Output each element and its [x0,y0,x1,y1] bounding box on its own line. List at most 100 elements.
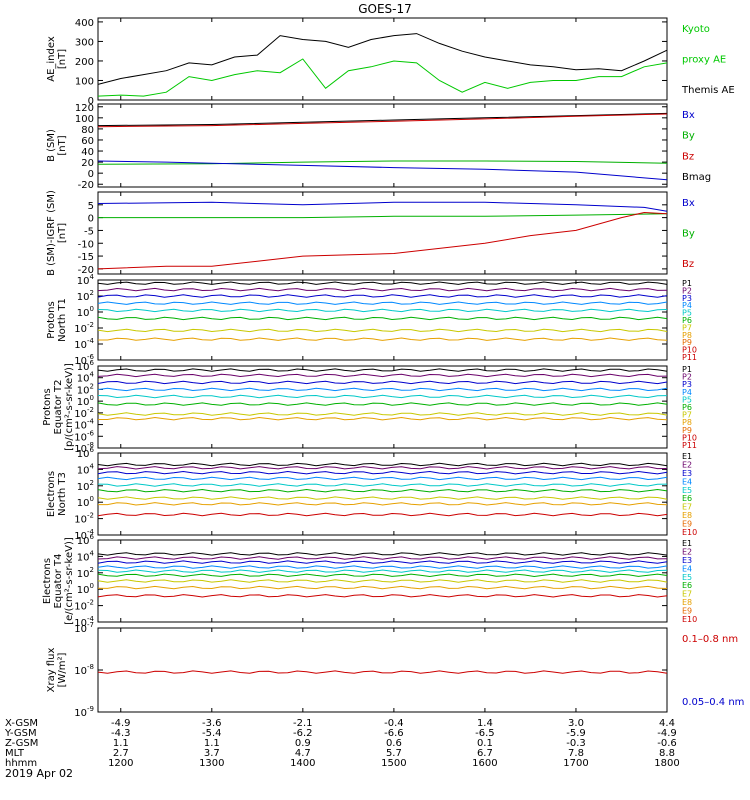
series-line [97,579,668,583]
series-line [97,402,668,406]
series-line [97,301,668,305]
series-line [97,573,668,578]
y-tick-label: 120 [75,103,94,114]
y-axis-label: Equator T2 [53,380,64,435]
orbit-value: 1600 [472,758,497,769]
orbit-value: -0.3 [566,738,586,749]
y-axis-label: Equator T4 [53,554,64,609]
orbit-value: 1.4 [477,718,493,729]
series-line [97,512,668,517]
series-line [97,33,668,85]
legend-entry: E9 [682,607,692,616]
series-line [97,552,668,556]
legend-entry: P8 [682,331,692,340]
y-tick-label: -20 [78,265,94,276]
y-axis-label: Protons [46,301,57,338]
orbit-row-label: Y-GSM [4,728,37,739]
legend-entry: E3 [682,556,692,565]
series-line [97,281,668,285]
series-line [97,328,668,333]
y-tick-label: 80 [81,125,94,136]
legend-entry: E5 [682,486,692,495]
orbit-value: 8.8 [659,748,675,759]
y-tick-label: 200 [75,57,94,68]
legend-entry: P3 [682,294,692,303]
series-line [97,201,668,212]
orbit-value: 1500 [381,758,406,769]
orbit-value: -0.6 [657,738,677,749]
orbit-value: 7.8 [568,748,584,759]
series-line [97,585,668,590]
legend-entry: Bz [682,151,694,162]
y-axis-label: Electrons [42,558,53,604]
orbit-value: 5.7 [386,748,402,759]
legend-entry: E6 [682,494,692,503]
series-line [97,160,668,165]
orbit-value: -4.9 [111,718,131,729]
series-line [97,496,668,500]
orbit-value: 6.7 [477,748,493,759]
legend-entry: P4 [682,388,692,397]
y-tick-label: 5 [88,201,94,212]
legend-entry: P3 [682,380,692,389]
panel-bdiff: -20 -15 -10 -50 5 B (SM)-IGRF (SM) [nT] Bx By Bz [46,190,695,276]
y-axis-label: [nT] [57,49,68,69]
series-line [97,569,668,573]
y-tick-label: 300 [75,37,94,48]
y-axis-label: [p/(cm²-s-sr-keV)] [64,363,75,451]
orbit-value: 1800 [654,758,679,769]
y-axis-label: B (SM) [46,129,57,162]
legend-entry: E3 [682,469,692,478]
series-line [97,470,668,475]
orbit-value: -2.1 [293,718,313,729]
series-line [97,160,668,181]
orbit-value: -0.4 [384,718,404,729]
y-axis-label: B (SM)-IGRF (SM) [46,190,57,276]
series-line [98,416,668,421]
y-tick-label: 20 [81,158,94,169]
panel-frame [97,17,668,101]
y-tick-label: 100 [75,76,94,87]
series-line [97,387,668,392]
y-axis-label: Xray flux [46,648,57,693]
legend-entry: E9 [682,520,692,529]
legend-entry: Themis AE [681,85,735,96]
y-tick-label: -15 [78,252,94,263]
orbit-value: -5.4 [202,728,222,739]
y-axis-label: Protons [42,388,53,425]
series-line [97,670,668,674]
y-axis-label: [e/(cm²-s-sr-keV)] [64,537,75,625]
orbit-value: -6.2 [293,728,313,739]
legend-entry: E7 [682,503,692,512]
y-axis-label: [W/m²] [57,652,68,687]
legend-entry: P6 [682,403,692,412]
legend-entry: proxy AE [682,55,726,66]
series-line [98,502,668,506]
legend-entry: P10 [682,433,697,442]
panel-frame [97,452,668,536]
orbit-value: 1700 [563,758,588,769]
legend-entry: P9 [682,338,692,347]
legend-entry: P2 [682,373,692,382]
series-line [97,466,668,470]
legend-entry: Bx [682,198,695,209]
y-tick-label: -5 [84,226,94,237]
series-line [97,476,668,481]
y-axis-label: Electrons [46,471,57,517]
series-line [97,294,668,298]
legend-entry: By [682,131,695,142]
y-axis-label: [nT] [57,223,68,243]
orbit-value: -4.3 [111,728,131,739]
orbit-row-label: hhmm [5,758,37,769]
legend-entry: E2 [682,547,692,556]
orbit-row-label: X-GSM [5,718,38,729]
y-tick-label: -20 [78,180,94,191]
legend-entry: P11 [682,353,697,362]
legend-entry: P7 [682,411,692,420]
series-line [97,462,668,467]
date-label: 2019 Apr 02 [5,767,73,780]
orbit-row-label: Z-GSM [5,738,38,749]
y-axis-label: North T3 [57,472,68,516]
